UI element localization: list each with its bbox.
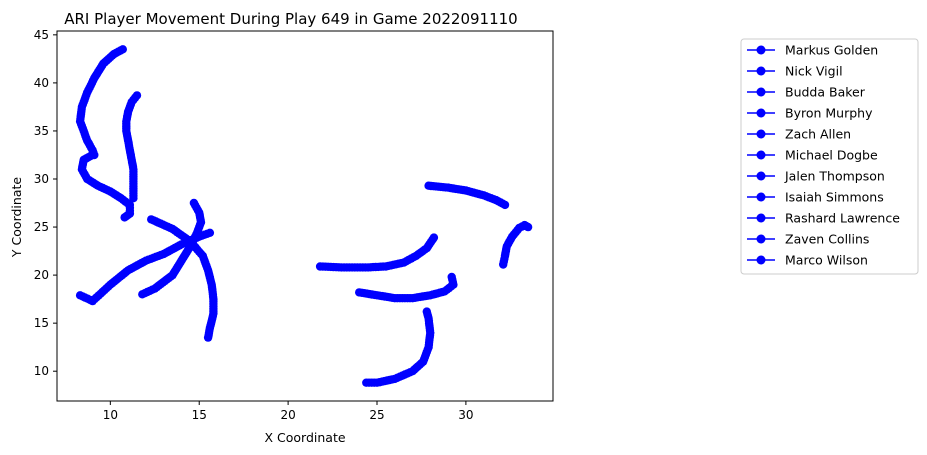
legend-entry: Byron Murphy (747, 106, 873, 121)
y-axis-label: Y Coordinate (9, 177, 24, 258)
series-0 (75, 45, 128, 160)
legend-marker (756, 192, 766, 202)
x-tick-label: 10 (103, 408, 118, 422)
legend-marker (756, 171, 766, 181)
data-point (422, 307, 431, 316)
y-tick-label: 15 (34, 316, 49, 330)
series-10 (499, 220, 533, 269)
y-tick-label: 25 (34, 220, 49, 234)
legend-entry: Marco Wilson (747, 253, 868, 268)
data-point (75, 291, 85, 300)
series-8 (362, 307, 435, 387)
legend-marker (756, 150, 766, 160)
legend-label: Rashard Lawrence (785, 211, 900, 226)
y-tick-label: 40 (34, 76, 49, 90)
series-6 (315, 233, 439, 272)
series-7 (355, 272, 458, 303)
axis-ticks: 10 15 20 25 30 10 15 20 25 30 35 40 45 (34, 28, 474, 422)
legend-entry: Isaiah Simmons (747, 190, 884, 205)
legend-marker (756, 234, 766, 244)
legend-marker (756, 66, 766, 76)
series-2 (77, 150, 135, 222)
y-tick-label: 30 (34, 172, 49, 186)
legend-label: Byron Murphy (785, 106, 873, 121)
data-point (499, 260, 508, 269)
series-1 (122, 91, 142, 203)
data-point (203, 333, 213, 342)
x-tick-label: 20 (280, 408, 295, 422)
x-axis-label: X Coordinate (264, 430, 345, 445)
series-5 (138, 198, 206, 299)
legend-label: Jalen Thompson (784, 169, 885, 184)
series-9 (424, 181, 510, 210)
legend-marker (756, 255, 766, 265)
legend-marker (756, 45, 766, 55)
legend-entry: Budda Baker (747, 85, 866, 100)
legend-entry: Nick Vigil (747, 64, 843, 79)
legend-marker (756, 213, 766, 223)
legend-entry: Rashard Lawrence (747, 211, 900, 226)
data-point (500, 200, 510, 210)
legend-entry: Zach Allen (747, 127, 851, 142)
y-tick-label: 35 (34, 124, 49, 138)
legend-label: Nick Vigil (785, 64, 843, 79)
series-line (366, 311, 432, 384)
data-point (138, 290, 147, 299)
y-tick-label: 20 (34, 268, 49, 282)
legend-marker (756, 87, 766, 97)
data-point (447, 272, 456, 282)
data-point (129, 194, 138, 203)
legend-label: Markus Golden (785, 43, 878, 58)
legend: Markus Golden Nick Vigil Budda Baker Byron … (740, 38, 919, 275)
x-tick-label: 25 (369, 408, 384, 422)
legend-marker (756, 129, 766, 139)
series-3 (75, 228, 215, 306)
legend-entries: Markus Golden Nick Vigil Budda Baker Byron … (747, 43, 900, 268)
data-point (429, 233, 439, 242)
legend-label: Marco Wilson (785, 253, 868, 268)
data-point (120, 213, 129, 222)
legend-label: Isaiah Simmons (785, 190, 884, 205)
plot-frame (56, 30, 554, 402)
plot-area (75, 45, 533, 387)
x-tick-label: 15 (192, 408, 207, 422)
legend-label: Zaven Collins (785, 232, 869, 247)
legend-label: Michael Dogbe (785, 148, 878, 163)
legend-marker (756, 108, 766, 118)
y-tick-label: 10 (34, 364, 49, 378)
legend-entry: Jalen Thompson (747, 169, 885, 184)
legend-entry: Zaven Collins (747, 232, 869, 247)
x-tick-label: 30 (458, 408, 473, 422)
legend-label: Zach Allen (785, 127, 851, 142)
legend-label: Budda Baker (785, 85, 866, 100)
y-tick-label: 45 (34, 28, 49, 42)
chart-title: ARI Player Movement During Play 649 in G… (64, 10, 517, 28)
legend-entry: Michael Dogbe (747, 148, 878, 163)
legend-frame (740, 38, 919, 275)
legend-entry: Markus Golden (747, 43, 878, 58)
